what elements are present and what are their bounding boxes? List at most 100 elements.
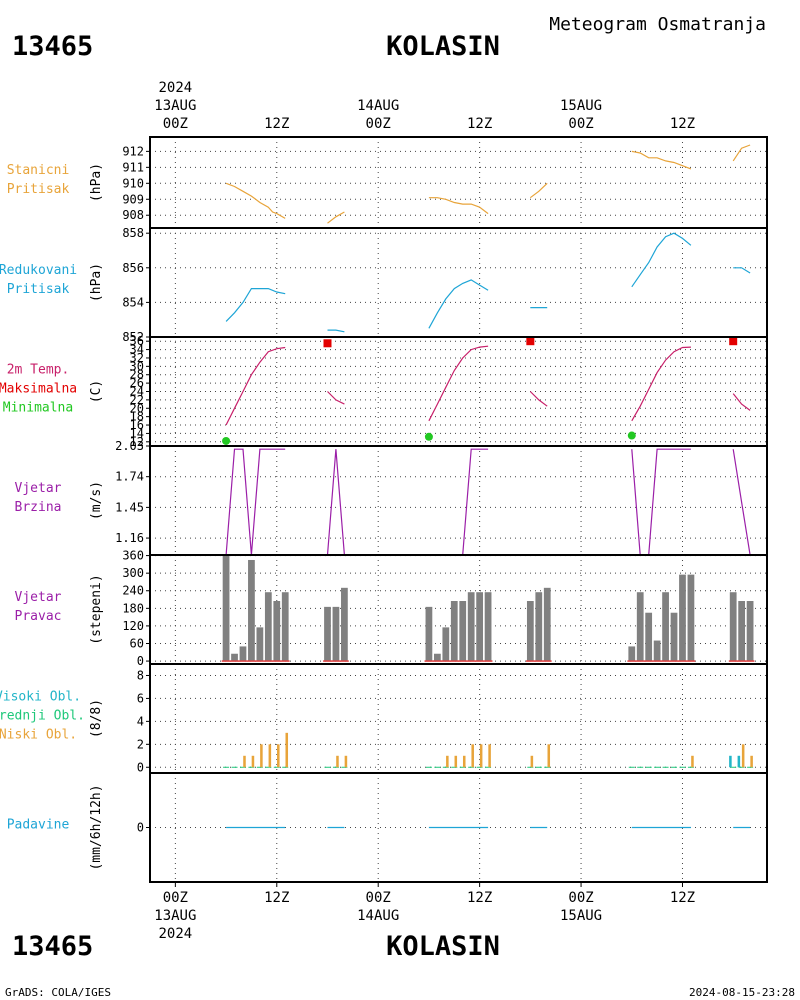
time-label-date-bottom: 13AUG [154, 908, 196, 924]
time-label-hour-bottom: 00Z [568, 890, 593, 906]
wind-speed-ytick-label: 1.45 [115, 500, 144, 514]
station-pressure-ytick-label: 909 [122, 192, 144, 206]
time-label-hour-top: 00Z [163, 116, 188, 132]
wind-direction-bar [231, 653, 238, 662]
cloud-bar [446, 755, 449, 768]
clouds-ytick-label: 8 [137, 668, 144, 682]
clouds-label: Srednji Obl. [0, 709, 85, 724]
wind-direction-bar [543, 587, 551, 662]
temperature-ytick-label: 22 [130, 393, 144, 407]
tmax-marker [526, 337, 535, 346]
wind-direction-bar [746, 601, 754, 662]
time-label-hour-top: 00Z [366, 116, 391, 132]
wind-direction-ytick-label: 180 [122, 601, 144, 615]
time-label-date-top: 13AUG [154, 98, 196, 114]
cloud-bar [251, 755, 255, 768]
cloud-bar [741, 744, 745, 768]
station-pressure-series-line [529, 182, 548, 199]
temperature-label: Maksimalna [0, 382, 77, 397]
wind-direction-bar [239, 646, 247, 662]
wind-direction-bar [687, 574, 695, 662]
clouds-frame [149, 663, 768, 774]
wind-speed-ytick-label: 1.74 [115, 470, 144, 484]
wind-direction-unit: (stepeni) [89, 574, 104, 644]
reduced-pressure-label: Redukovani [0, 263, 77, 278]
reduced-pressure-series-line [327, 329, 345, 333]
wind-direction-bar [281, 592, 289, 662]
wind-direction-bar [341, 587, 348, 662]
wind-direction-bar [467, 592, 475, 662]
time-label-year-top: 2024 [158, 80, 192, 96]
wind-direction-ytick-label: 60 [130, 636, 144, 650]
wind-direction-bar [324, 606, 331, 662]
cloud-bar [530, 755, 534, 768]
cloud-bar [336, 755, 339, 768]
temperature-unit: (C) [89, 380, 104, 403]
credit-text: GrADS: COLA/IGES [5, 986, 111, 999]
wind-direction-bar [535, 592, 543, 662]
wind-direction-bar [729, 592, 737, 662]
wind-direction-bar [679, 574, 686, 662]
wind-direction-ytick-label: 240 [122, 584, 144, 598]
reduced-pressure-ytick-label: 858 [122, 226, 144, 240]
temperature-series-line [529, 391, 548, 407]
clouds-ytick-label: 6 [137, 691, 144, 705]
time-label-hour-top: 00Z [568, 116, 593, 132]
wind-direction-ytick-label: 120 [122, 619, 144, 633]
temperature-ytick-label: 20 [130, 401, 144, 415]
cloud-bar [471, 744, 474, 768]
wind-direction-bar [653, 640, 661, 662]
wind-direction-bar [645, 612, 653, 662]
temperature-series-line [631, 346, 691, 422]
reduced-pressure-series-line [631, 232, 692, 288]
station-pressure-ytick-label: 911 [122, 160, 144, 174]
wind-direction-bar [662, 592, 669, 662]
cloud-bar [462, 755, 466, 768]
wind-direction-bar [484, 592, 492, 662]
station-pressure-series-line [225, 182, 286, 219]
station-pressure-series-line [327, 211, 345, 224]
temperature-ytick-label: 14 [130, 426, 144, 440]
wind-direction-bar [425, 606, 433, 662]
time-label-hour-top: 12Z [670, 116, 695, 132]
clouds-ytick-label: 0 [137, 760, 144, 774]
wind-direction-ytick-label: 300 [122, 566, 144, 580]
clouds-label: Niski Obl. [0, 728, 77, 743]
reduced-pressure-frame [149, 227, 768, 338]
clouds-label: Visoki Obl. [0, 690, 81, 705]
time-axis: 00Z 00Z 13AUG 13AUG 12Z 12Z 00Z 00Z 14AUG 14AUG 12… [154, 80, 695, 942]
wind-direction-bar [264, 592, 272, 662]
wind-speed-ytick-label: 2.03 [115, 439, 144, 453]
wind-speed-label: Vjetar [15, 481, 62, 496]
reduced-pressure-series-line [225, 288, 286, 322]
reduced-pressure-ytick-label: 852 [122, 330, 144, 344]
time-label-date-bottom: 14AUG [357, 908, 399, 924]
time-label-date-bottom: 15AUG [560, 908, 602, 924]
tmin-marker [222, 436, 231, 445]
temperature-ytick-label: 36 [130, 334, 144, 348]
reduced-pressure-ytick-label: 856 [122, 261, 144, 275]
reduced-pressure-series-line [733, 267, 751, 274]
cloud-bar [277, 744, 280, 768]
temperature-label: Minimalna [3, 401, 73, 416]
temperature-ytick-label: 24 [130, 385, 144, 399]
station-pressure-series-line [428, 197, 489, 215]
product-title: Meteogram Osmatranja [549, 14, 766, 35]
timestamp-text: 2024-08-15-23:28 [689, 986, 795, 999]
time-label-date-top: 15AUG [560, 98, 602, 114]
wind-direction-bar [273, 601, 281, 662]
wind-direction-bar [636, 592, 644, 662]
station-name-bottom: KOLASIN [386, 931, 500, 962]
station-name-top: KOLASIN [386, 31, 500, 62]
wind-direction-bar [459, 601, 467, 662]
station-pressure-label: Stanicni [7, 163, 70, 178]
cloud-bar [344, 755, 348, 768]
station-pressure-ytick-label: 908 [122, 208, 144, 222]
cloud-bar [285, 732, 289, 768]
time-label-hour-bottom: 12Z [264, 890, 289, 906]
station-id-bottom: 13465 [12, 931, 93, 962]
time-label-hour-bottom: 00Z [366, 890, 391, 906]
reduced-pressure-unit: (hPa) [89, 263, 104, 302]
station-pressure-frame [149, 136, 768, 229]
